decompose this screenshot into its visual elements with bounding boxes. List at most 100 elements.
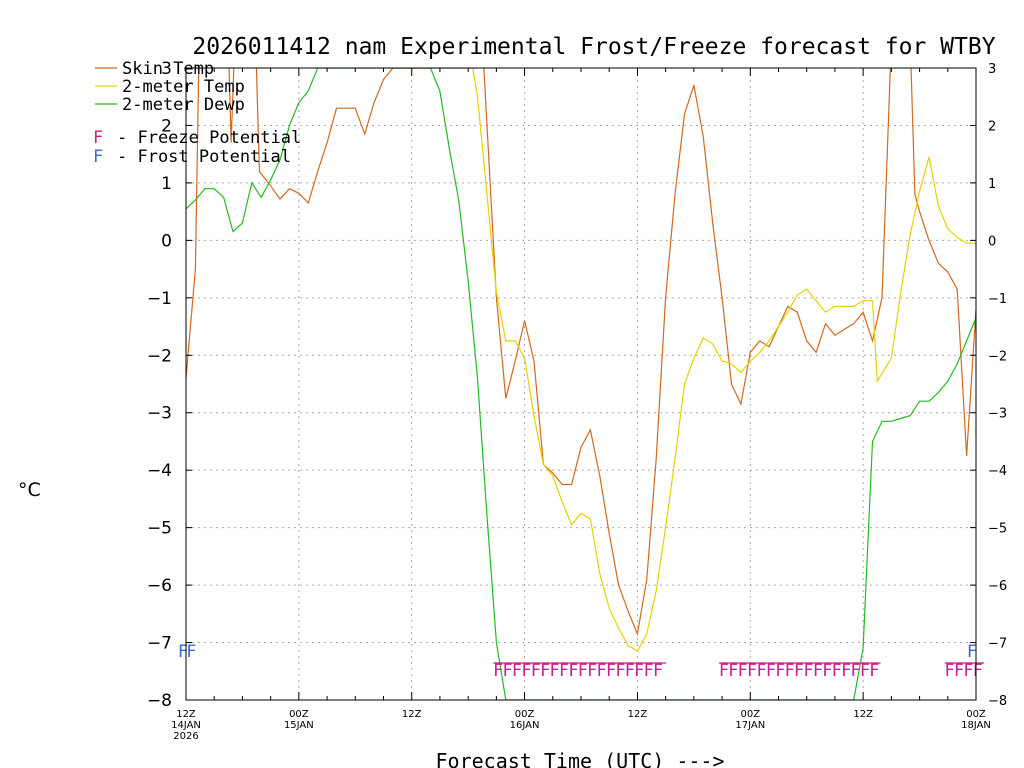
legend-label: 2-meter Temp	[122, 77, 245, 97]
freeze-potential-marker: F	[728, 661, 738, 681]
potential-legend-label: - Frost Potential	[117, 147, 291, 167]
x-tick-label: 12Z	[853, 709, 873, 720]
freeze-potential-marker: F	[813, 661, 823, 681]
y-tick-label-right: −2	[988, 349, 1007, 364]
y-tick-label-right: 1	[988, 177, 996, 192]
y-axis-label: °C	[18, 479, 41, 501]
potential-legend-symbol: F	[93, 128, 103, 148]
y-tick-label-left: −3	[147, 404, 172, 424]
y-tick-label-left: −8	[147, 691, 172, 711]
y-tick-label-right: 3	[988, 62, 996, 77]
frost-potential-marker: F	[967, 642, 977, 662]
freeze-potential-marker: F	[841, 661, 851, 681]
y-tick-label-left: 3	[161, 59, 172, 79]
x-tick-label: 12Z	[176, 709, 196, 720]
freeze-potential-marker: F	[776, 661, 786, 681]
freeze-potential-marker: F	[757, 661, 767, 681]
freeze-potential-marker: F	[870, 661, 880, 681]
y-tick-label-left: 0	[161, 231, 172, 251]
freeze-potential-marker: F	[569, 661, 579, 681]
freeze-potential-marker: F	[644, 661, 654, 681]
freeze-potential-marker: F	[719, 661, 729, 681]
y-tick-label-left: −1	[147, 289, 172, 309]
freeze-potential-marker: F	[559, 661, 569, 681]
x-tick-label: 14JAN	[171, 720, 201, 731]
y-tick-label-left: −6	[147, 576, 172, 596]
x-tick-label: 17JAN	[735, 720, 765, 731]
y-tick-label-right: −6	[988, 579, 1007, 594]
x-tick-label: 00Z	[515, 709, 535, 720]
y-tick-label-right: 2	[988, 119, 996, 134]
freeze-potential-marker: F	[634, 661, 644, 681]
x-tick-label: 18JAN	[961, 720, 991, 731]
x-tick-label: 15JAN	[284, 720, 314, 731]
freeze-potential-marker: F	[766, 661, 776, 681]
x-tick-label: 12Z	[628, 709, 648, 720]
y-tick-label-right: −1	[988, 292, 1007, 307]
freeze-potential-marker: F	[973, 661, 983, 681]
freeze-potential-marker: F	[587, 661, 597, 681]
freeze-potential-marker: F	[804, 661, 814, 681]
chart-title: 2026011412 nam Experimental Frost/Freeze…	[192, 34, 995, 60]
y-tick-label-left: 1	[161, 174, 172, 194]
x-tick-label: 00Z	[740, 709, 760, 720]
freeze-potential-marker: F	[823, 661, 833, 681]
freeze-potential-marker: F	[945, 661, 955, 681]
y-tick-label-right: −3	[988, 407, 1007, 422]
freeze-potential-marker: F	[794, 661, 804, 681]
freeze-potential-marker: F	[597, 661, 607, 681]
plot-frame	[185, 67, 977, 701]
x-tick-label: 00Z	[289, 709, 309, 720]
y-tick-label-right: −5	[988, 522, 1007, 537]
freeze-potential-marker: F	[785, 661, 795, 681]
legend-label: 2-meter Dewp	[122, 95, 245, 115]
x-tick-label: 16JAN	[510, 720, 540, 731]
y-tick-label-left: −5	[147, 519, 172, 539]
potential-legend: F - Freeze Potential F - Frost Potential	[93, 128, 301, 167]
frost-potential-marker: F	[187, 642, 197, 662]
y-tick-label-right: −7	[988, 637, 1007, 652]
plot-series	[186, 68, 976, 700]
freeze-potential-marker: F	[503, 661, 513, 681]
freeze-potential-marker: F	[851, 661, 861, 681]
y-tick-label-left: −2	[147, 346, 172, 366]
y-axis-ticks: 3 3 2 2 1 1 0 0 −1 −1 −2 −2 −3 −3 −4 −4 −5 −5 −6 −6 −7 −7 −8 −8	[147, 59, 1007, 711]
freeze-potential-marker: F	[578, 661, 588, 681]
potential-legend-label: - Freeze Potential	[117, 128, 301, 148]
y-tick-label-left: −7	[147, 634, 172, 654]
freeze-potential-marker: F	[493, 661, 503, 681]
x-axis-label: Forecast Time (UTC) --->	[436, 749, 725, 768]
freeze-potential-marker: F	[738, 661, 748, 681]
legend-label: Skin Temp	[122, 59, 214, 79]
freeze-potential-marker: F	[964, 661, 974, 681]
series-line-2-meter-temp	[472, 68, 976, 653]
y-tick-label-right: −8	[988, 694, 1007, 709]
x-tick-label: 2026	[173, 731, 198, 742]
y-tick-label-left: −4	[147, 461, 172, 481]
freeze-potential-marker: F	[747, 661, 757, 681]
freeze-potential-marker: F	[625, 661, 635, 681]
potential-legend-symbol: F	[93, 147, 103, 167]
freeze-potential-marker: F	[550, 661, 560, 681]
freeze-potential-marker: F	[606, 661, 616, 681]
grid-lines	[186, 68, 976, 700]
x-tick-label: 12Z	[402, 709, 422, 720]
y-tick-label-right: −4	[988, 464, 1007, 479]
series-line-skin-temp	[186, 68, 976, 637]
freeze-potential-marker: F	[653, 661, 663, 681]
x-tick-label: 00Z	[966, 709, 986, 720]
freeze-potential-marker: F	[954, 661, 964, 681]
freeze-potential-marker: F	[540, 661, 550, 681]
freeze-potential-marker: F	[522, 661, 532, 681]
freeze-potential-marker: F	[832, 661, 842, 681]
freeze-potential-marker: F	[531, 661, 541, 681]
series-line-2-meter-dewp	[186, 68, 976, 700]
freeze-potential-marker: F	[512, 661, 522, 681]
y-tick-label-left: 2	[161, 116, 172, 136]
y-tick-label-right: 0	[988, 234, 996, 249]
freeze-potential-marker: F	[860, 661, 870, 681]
frost-potential-marker: F	[178, 642, 188, 662]
